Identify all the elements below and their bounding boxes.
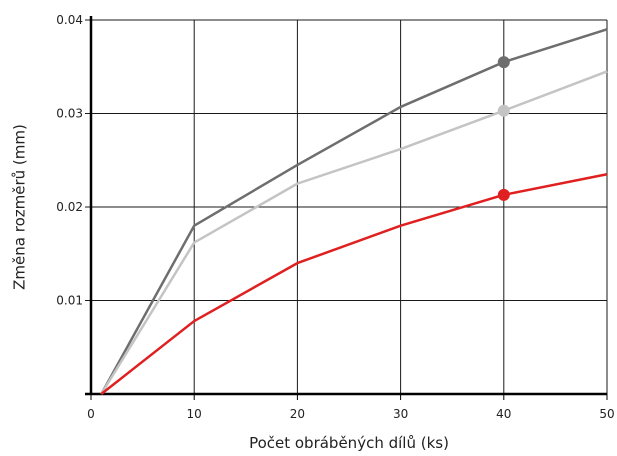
grid xyxy=(85,19,608,394)
series-marker-2 xyxy=(497,104,510,117)
series-marker-1 xyxy=(497,56,510,69)
x-tick-label-10: 10 xyxy=(187,407,202,421)
y-tick-label-0.04: 0.04 xyxy=(56,13,83,27)
x-tick-label-40: 40 xyxy=(496,407,511,421)
y-axis-title: Změna rozměrů (mm) xyxy=(11,124,29,290)
axes xyxy=(85,16,608,400)
x-tick-label-0: 0 xyxy=(87,407,95,421)
series-line-1 xyxy=(100,28,608,395)
x-tick-label-20: 20 xyxy=(290,407,305,421)
tick-labels: 0 10 20 30 40 50 0.01 0.02 0.03 0.04 xyxy=(56,13,614,421)
series-layer xyxy=(100,28,608,395)
series-line-3 xyxy=(100,173,608,395)
x-tick-label-30: 30 xyxy=(393,407,408,421)
y-tick-label-0.01: 0.01 xyxy=(56,294,83,308)
x-axis-title: Počet obráběných dílů (ks) xyxy=(249,434,449,452)
y-tick-label-0.03: 0.03 xyxy=(56,107,83,121)
series-line-2 xyxy=(100,70,608,395)
x-tick-label-50: 50 xyxy=(599,407,614,421)
series-marker-3 xyxy=(497,188,510,201)
y-tick-label-0.02: 0.02 xyxy=(56,200,83,214)
